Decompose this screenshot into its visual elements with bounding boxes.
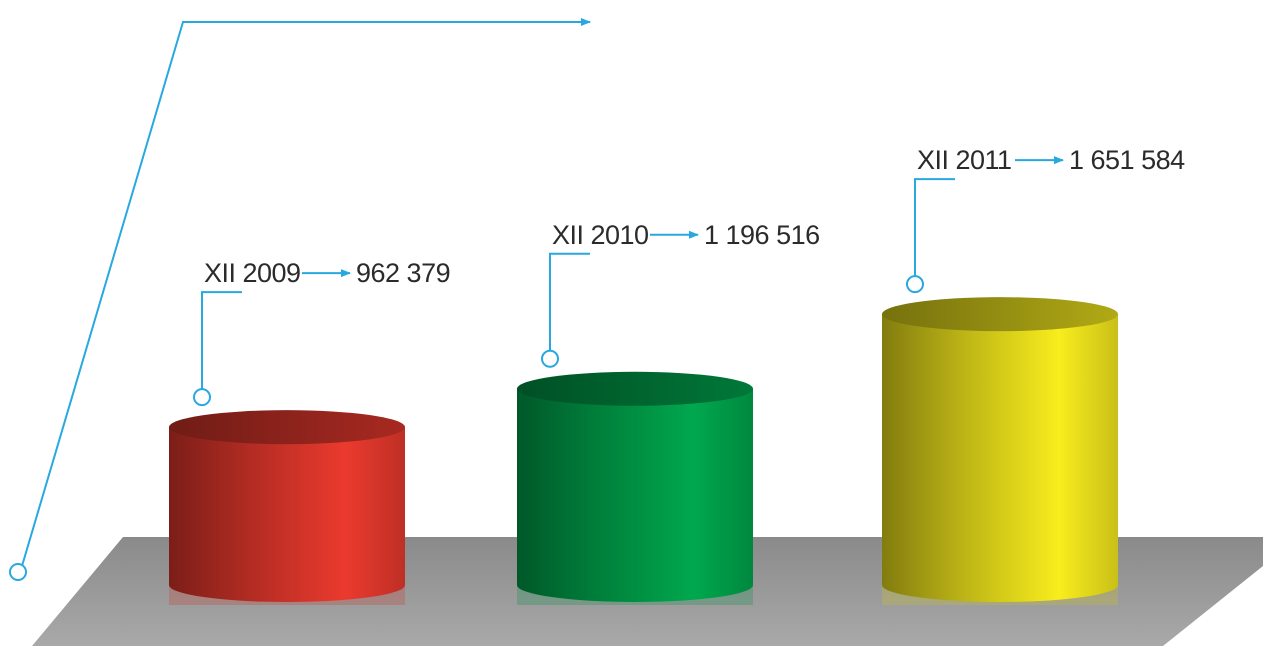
- value-label: 1 196 516: [704, 220, 820, 250]
- category-label: XII 2009: [204, 258, 301, 288]
- category-label: XII 2010: [552, 220, 649, 250]
- value-label: 1 651 584: [1069, 145, 1185, 175]
- data-label-2: XII 2010 1 196 516: [541, 220, 820, 368]
- bar-1: [169, 410, 405, 605]
- data-label-1: XII 2009 962 379: [193, 258, 451, 407]
- data-label-3: XII 2011 1 651 584: [906, 145, 1186, 294]
- value-label: 962 379: [356, 258, 450, 288]
- bar-3: [882, 297, 1118, 605]
- pointer-line: [9, 18, 591, 581]
- bar-2: [517, 371, 753, 605]
- category-label: XII 2011: [917, 145, 1012, 175]
